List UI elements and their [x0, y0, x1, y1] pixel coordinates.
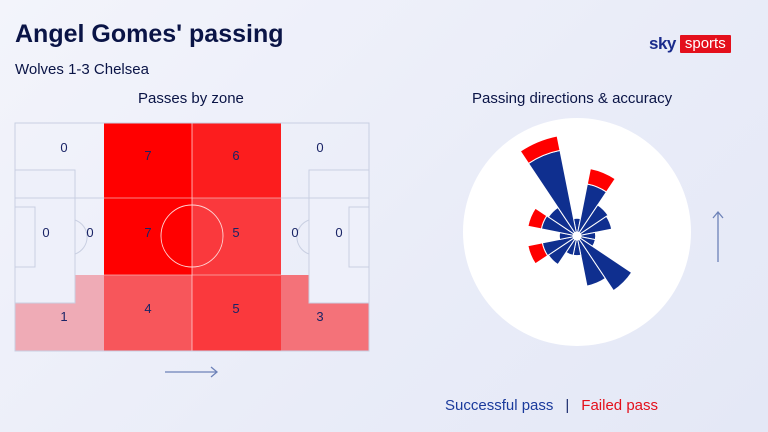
zone-cell-left-mid-top: [104, 123, 192, 198]
right-penalty-area: [308, 169, 370, 304]
zone-value-left-box: 0: [42, 225, 49, 240]
legend-failed: Failed pass: [581, 397, 659, 414]
legend-separator: |: [565, 397, 570, 414]
direction-chart-title: Passing directions & accuracy: [472, 90, 673, 107]
zone-value-right-outside-box: 0: [291, 225, 298, 240]
rose-failed-WNW: [527, 207, 548, 230]
left-penalty-arc: [74, 219, 88, 255]
zone-value-left-mid-centre: 7: [144, 225, 151, 240]
zone-value-right-top: 0: [316, 140, 323, 155]
zone-value-right-mid-centre: 5: [232, 225, 239, 240]
rose-failed-WSW: [527, 242, 549, 265]
page-title: Angel Gomes' passing: [15, 20, 284, 48]
zone-cell-right-mid-top: [192, 123, 281, 198]
zone-cell-right-mid-centre: [192, 198, 281, 275]
zone-value-left-mid-bottom: 4: [144, 301, 151, 316]
zone-value-right-mid-top: 6: [232, 148, 239, 163]
zone-value-left-top: 0: [60, 140, 67, 155]
legend-successful: Successful pass: [445, 397, 554, 414]
zone-chart-title: Passes by zone: [138, 90, 244, 107]
zone-value-left-bottom: 1: [60, 309, 67, 324]
sky-sports-logo: sky sports: [649, 34, 731, 53]
attack-direction-arrow: [165, 366, 219, 378]
centre-circle: [160, 204, 224, 268]
left-penalty-area: [14, 169, 76, 304]
zone-value-right-bottom: 3: [316, 309, 323, 324]
zone-cell-left-mid-bottom: [104, 275, 192, 351]
pitch-heatmap: 0 7 6 0 0 0 7 5 0 0 1 4 5 3: [14, 122, 370, 352]
logo-sky: sky: [649, 34, 676, 53]
pass-direction-rose: [519, 135, 633, 292]
up-direction-arrow: [712, 210, 724, 262]
zone-value-left-mid-top: 7: [144, 148, 151, 163]
rose-centre: [573, 232, 581, 240]
match-subtitle: Wolves 1-3 Chelsea: [15, 61, 149, 78]
legend: Successful pass | Failed pass: [445, 397, 658, 414]
rose-failed-NNE: [586, 168, 616, 193]
rose-failed-NNW: [519, 135, 561, 165]
right-penalty-arc: [296, 219, 310, 255]
zone-value-right-mid-bottom: 5: [232, 301, 239, 316]
zone-value-left-outside-box: 0: [86, 225, 93, 240]
zone-value-right-box: 0: [335, 225, 342, 240]
pitch-outline: [14, 122, 370, 352]
logo-sports: sports: [679, 35, 731, 53]
zone-cell-left-mid-centre: [104, 198, 192, 275]
zone-cell-right-mid-bottom: [192, 275, 281, 351]
